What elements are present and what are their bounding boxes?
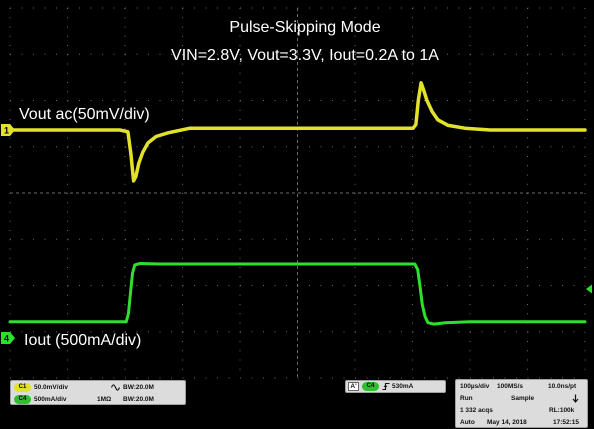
ch1-bandwidth: BW:20.0M bbox=[123, 384, 154, 391]
ch4-bandwidth: BW:20.0M bbox=[123, 396, 154, 403]
trigger-type-label: A' bbox=[348, 382, 359, 391]
ch1-reference-marker: 1 bbox=[1, 124, 15, 136]
ch4-scale: 500mA/div bbox=[34, 396, 67, 403]
ch1-marker-shape bbox=[1, 124, 15, 136]
chart-title: Pulse-Skipping Mode bbox=[229, 19, 380, 36]
waveform-plot: 1 4 Pulse-Skipping Mode VIN=2.8V, Vout=3… bbox=[1, 7, 592, 379]
ch4-marker-label: 4 bbox=[4, 334, 9, 344]
ch4-impedance: 1MΩ bbox=[97, 396, 112, 403]
ch1-scale: 50.0mV/div bbox=[34, 384, 68, 391]
capture-time: 17:52:15 bbox=[553, 419, 580, 426]
ch1-badge: C1 bbox=[14, 383, 31, 392]
time-resolution: 10.0ns/pt bbox=[548, 383, 577, 390]
down-arrow-icon bbox=[572, 394, 579, 403]
trigger-level: 530mA bbox=[392, 383, 414, 390]
ch4-badge: C4 bbox=[14, 395, 31, 404]
acquisition-count: 1 332 acqs bbox=[460, 407, 493, 414]
acquisition-mode: Sample bbox=[511, 395, 535, 402]
trace-layer bbox=[8, 81, 592, 326]
ch1-marker-label: 1 bbox=[4, 126, 9, 136]
series-label-iout: Iout (500mA/div) bbox=[24, 332, 141, 349]
acquisition-settings-box[interactable]: 100µs/div 100MS/s 10.0ns/pt Run Sample 1… bbox=[455, 379, 588, 428]
run-state: Run bbox=[460, 395, 473, 402]
timebase: 100µs/div bbox=[460, 383, 490, 390]
capture-date: May 14, 2018 bbox=[487, 419, 527, 426]
iout-trace bbox=[8, 262, 587, 326]
ac-coupling-icon bbox=[111, 384, 120, 391]
trigger-source-badge: C4 bbox=[362, 382, 379, 391]
trigger-mode: Auto bbox=[460, 419, 475, 426]
trigger-settings-box[interactable]: A' C4 530mA bbox=[345, 380, 446, 393]
ch4-marker-shape bbox=[1, 332, 15, 344]
rising-edge-icon bbox=[382, 382, 390, 391]
ch4-reference-marker: 4 bbox=[1, 332, 15, 344]
sample-rate: 100MS/s bbox=[497, 383, 524, 390]
chart-subtitle: VIN=2.8V, Vout=3.3V, Iout=0.2A to 1A bbox=[171, 47, 439, 64]
channel-settings-box[interactable]: C1 50.0mV/div BW:20.0M C4 500mA/div 1MΩ … bbox=[10, 380, 186, 405]
trigger-level-marker bbox=[586, 284, 592, 294]
graticule bbox=[9, 7, 586, 379]
record-length: RL:100k bbox=[549, 407, 575, 414]
series-label-vout: Vout ac(50mV/div) bbox=[19, 106, 150, 123]
vout-trace bbox=[8, 81, 587, 183]
